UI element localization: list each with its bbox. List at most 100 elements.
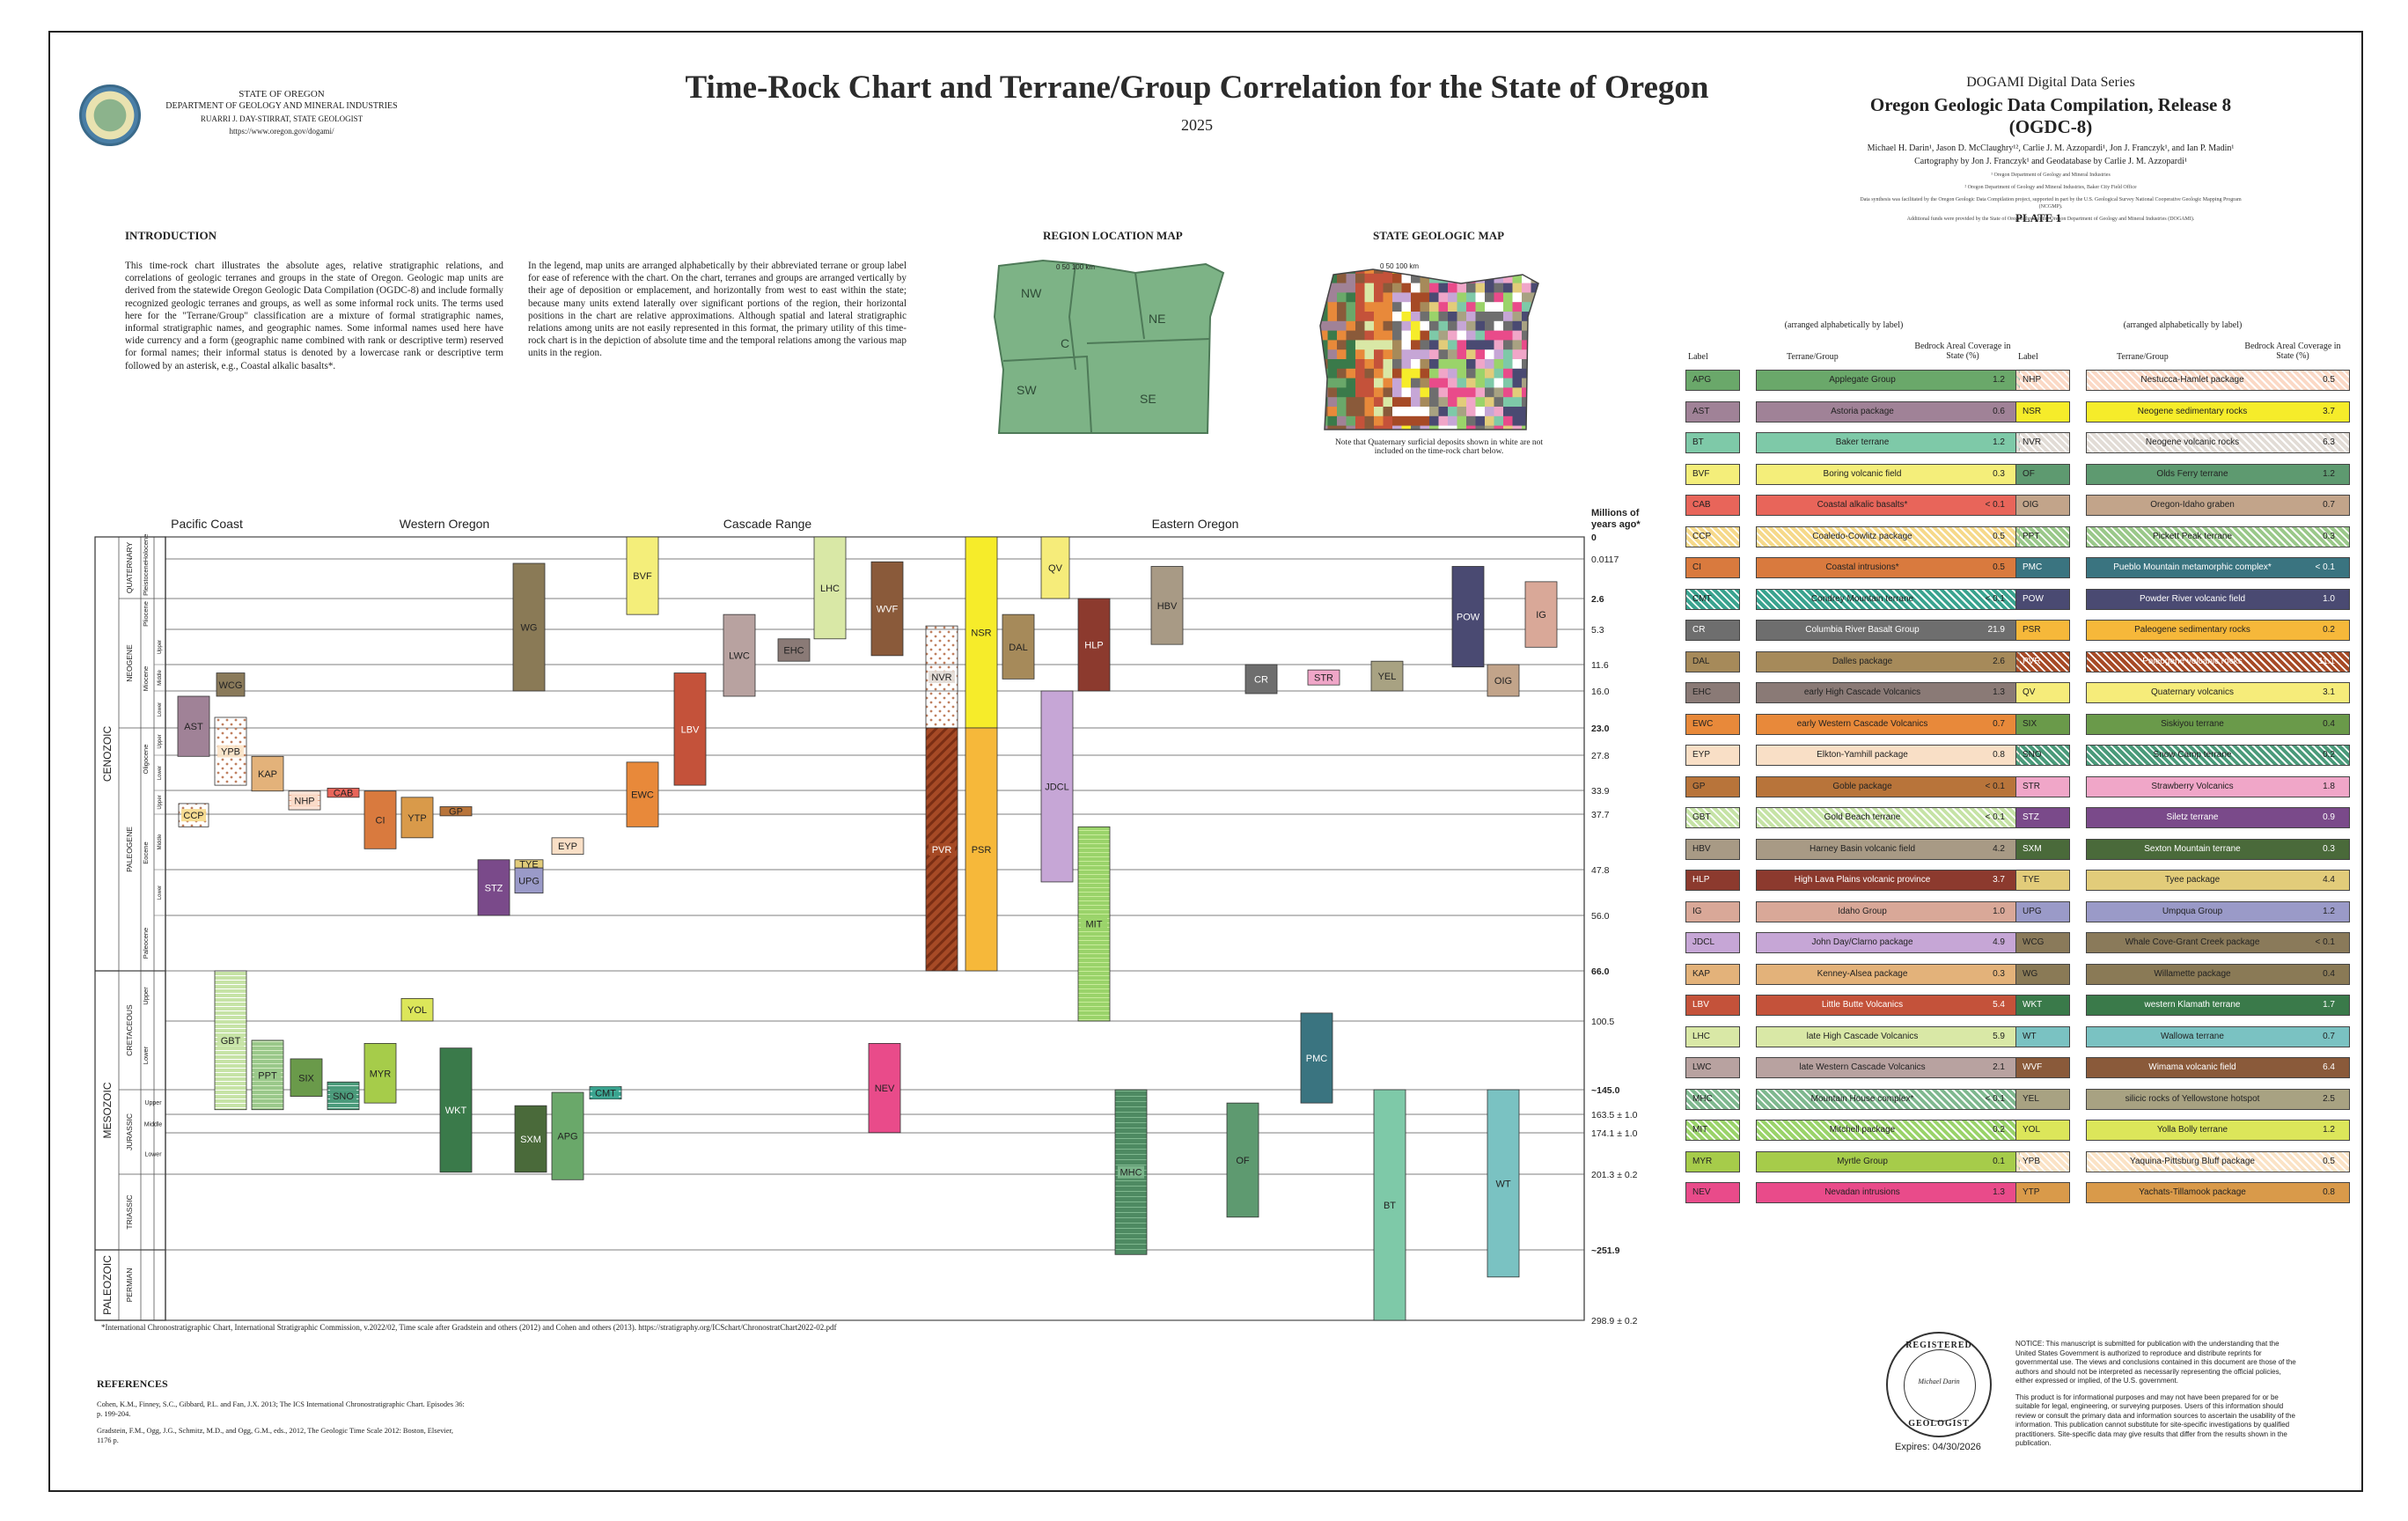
legend-label: POW [2015, 588, 2070, 610]
legend-label: EWC [1685, 713, 1740, 735]
legend-name-cell: Umpqua Group 1.2 [2086, 900, 2350, 922]
legend-coverage: 0.8 [2323, 1187, 2335, 1197]
legend-unit-name: Neogene volcanic rocks [2145, 437, 2240, 447]
age-tick-label: 174.1 ± 1.0 [1591, 1128, 1638, 1139]
legend-coverage: 1.3 [1993, 687, 2005, 697]
reference-1: Cohen, K.M., Finney, S.C., Gibbard, P.L.… [97, 1400, 465, 1418]
age-tick-label: 201.3 ± 0.2 [1591, 1170, 1638, 1180]
legend-coverage: 0.6 [1993, 406, 2005, 416]
age-tick-label: 100.5 [1591, 1017, 1614, 1027]
legend-label: HBV [1685, 838, 1740, 860]
unit-bar-label: WKT [445, 1106, 467, 1116]
legend-name-cell: western Klamath terrane 1.7 [2086, 995, 2350, 1016]
legend-unit-name: Applegate Group [1829, 375, 1896, 385]
epoch-label: Paleocene [142, 928, 150, 959]
unit-bar-lbv [673, 672, 707, 786]
time-scale-grid: 0 0.0117 2.6 5.3 11.6 16.0 23.0 27.8 33.9 37.7 47.… [94, 508, 1641, 1326]
unit-bar-label: UPG [518, 876, 540, 886]
legend-label: YPB [2015, 1150, 2070, 1172]
legend-coverage: 0.5 [1993, 531, 2005, 541]
unit-bar-label: EYP [558, 841, 577, 852]
legend-name-cell: Strawberry Volcanics 1.8 [2086, 775, 2350, 797]
unit-bar-label: PVR [932, 845, 952, 856]
substage-label: Upper [158, 640, 163, 654]
region-label-ne: NE [1149, 312, 1165, 326]
legend-name-cell: Myrtle Group 0.1 [1756, 1150, 2020, 1172]
region-header-western-oregon: Western Oregon [400, 517, 489, 531]
unit-bar-label: CMT [595, 1089, 616, 1099]
agency-url[interactable]: https://www.oregon.gov/dogami/ [229, 127, 334, 136]
age-tick-label: 66.0 [1591, 966, 1610, 977]
series-name: DOGAMI Digital Data Series [1966, 75, 2135, 90]
legend-coverage: 0.9 [2323, 812, 2335, 822]
unit-bar-label: BVF [633, 571, 652, 582]
unit-bar-label: PMC [1306, 1054, 1328, 1064]
unit-bar-label: SXM [520, 1135, 541, 1145]
unit-bar-label: MYR [370, 1069, 392, 1079]
dogami-seal-logo [79, 84, 141, 146]
legend-unit-name: Kenney-Alsea package [1817, 968, 1908, 979]
legend-unit-name: Strawberry Volcanics [2151, 781, 2234, 791]
legend-name-cell: Baker terrane 1.2 [1756, 432, 2020, 453]
legend-unit-name: Powder River volcanic field [2139, 593, 2246, 604]
legend-coverage: 3.7 [2323, 406, 2335, 416]
legend-unit-name: Quaternary volcanics [2151, 687, 2234, 697]
legend-name-cell: Powder River volcanic field 1.0 [2086, 588, 2350, 610]
legend-unit-name: Harney Basin volcanic field [1809, 843, 1916, 854]
epoch-label: Pliocene [142, 601, 150, 627]
reference-2: Gradstein, F.M., Ogg, J.G., Schmitz, M.D… [97, 1427, 453, 1444]
legend-coverage: 3.1 [2323, 687, 2335, 697]
unit-bar-wcg [216, 672, 246, 697]
epoch-label: Lower [144, 1152, 162, 1158]
legend-coverage: 1.8 [2323, 781, 2335, 791]
legend-label: CR [1685, 620, 1740, 641]
legend-coverage: 0.7 [2323, 1031, 2335, 1041]
legend-unit-name: late High Cascade Volcanics [1806, 1031, 1919, 1041]
legend-unit-name: High Lava Plains volcanic province [1794, 875, 1931, 885]
references-list: Cohen, K.M., Finney, S.C., Gibbard, P.L.… [97, 1400, 466, 1445]
legend-name-cell: High Lava Plains volcanic province 3.7 [1756, 870, 2020, 891]
legend-unit-name: Neogene sedimentary rocks [2137, 406, 2248, 416]
unit-bar-label: WT [1495, 1179, 1510, 1189]
references-heading: REFERENCES [97, 1378, 168, 1390]
legend-coverage: 6.3 [2323, 437, 2335, 447]
legend-name-cell: Columbia River Basalt Group 21.9 [1756, 620, 2020, 641]
release-name: Oregon Geologic Data Compilation, Releas… [1869, 94, 2232, 137]
legend-label: WCG [2015, 932, 2070, 953]
region-header-cascade-range: Cascade Range [723, 517, 812, 531]
support-note-1: Data synthesis was facilitated by the Or… [1860, 197, 2242, 209]
y-axis-title: Millions of years ago* [1591, 508, 1641, 530]
legend-label: LBV [1685, 995, 1740, 1016]
legend-coverage: 11.1 [2318, 656, 2335, 666]
unit-bar-psr [965, 727, 998, 972]
era-label: CENOZOIC [101, 726, 114, 783]
epoch-label: Oligocene [142, 745, 150, 775]
period-label: PALEOGENE [125, 827, 134, 872]
substage-label: Middle [158, 670, 163, 686]
legend-name-cell: Paleogene volcanic rocks 11.1 [2086, 650, 2350, 672]
age-tick-label: 56.0 [1591, 911, 1610, 922]
unit-bar-wvf [870, 561, 904, 657]
unit-bar-label: POW [1457, 613, 1480, 623]
legend-name-cell: Kenney-Alsea package 0.3 [1756, 963, 2020, 985]
legend-label: WVF [2015, 1057, 2070, 1078]
unit-bar-label: YTP [407, 813, 426, 824]
era-label: MESOZOIC [101, 1082, 114, 1138]
unit-bar-yol [400, 997, 434, 1022]
map-sheet [48, 31, 2363, 1492]
unit-bar-label: LBV [681, 724, 700, 735]
state-outline [1319, 268, 1539, 430]
region-label-sw: SW [1017, 383, 1037, 397]
legend-label: NVR [2015, 432, 2070, 453]
unit-bar-label: HBV [1157, 601, 1178, 612]
legend-coverage: 0.3 [2323, 843, 2335, 854]
unit-bar-yel [1370, 660, 1404, 692]
substage-label: Upper [158, 734, 163, 748]
legend-coverage: < 0.1 [1985, 1093, 2005, 1104]
legend-label: TYE [2015, 870, 2070, 891]
unit-bar-label: CCP [183, 811, 203, 821]
cartography-credit: Cartography by Jon J. Franczyk¹ and Geod… [1914, 157, 2187, 166]
legend-right-col-label: Label [2018, 352, 2038, 362]
legend-unit-name: Tyee package [2164, 875, 2221, 885]
legend-unit-name: Boring volcanic field [1823, 468, 1902, 479]
